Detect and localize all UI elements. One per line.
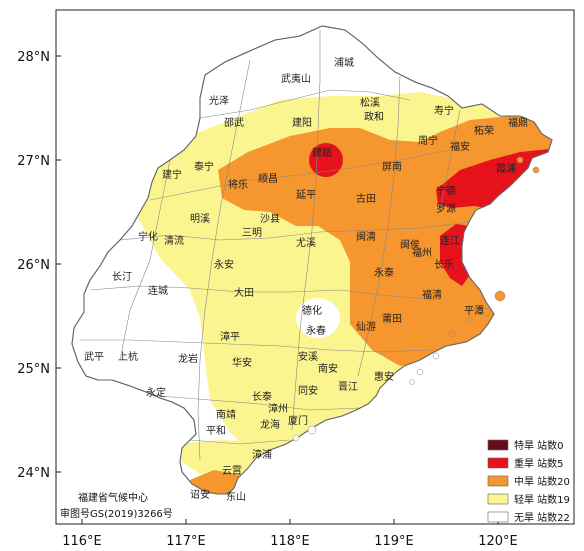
county-label: 闽侯 — [400, 238, 420, 251]
credit-agency: 福建省气候中心 — [78, 491, 148, 504]
county-label: 东山 — [226, 490, 246, 503]
legend: 特旱 站数0 重旱 站数5 中旱 站数20 轻旱 站数19 无旱 站数22 — [487, 439, 570, 524]
zone-moderate-drought-south — [190, 470, 246, 494]
county-label: 漳浦 — [252, 448, 272, 461]
county-label: 永定 — [146, 386, 166, 399]
county-label: 武夷山 — [281, 72, 311, 85]
lat-tick-27: 27°N — [17, 154, 50, 169]
county-label: 宁化 — [138, 230, 158, 243]
county-label: 龙岩 — [178, 352, 198, 365]
county-label: 延平 — [296, 189, 316, 201]
county-label: 光泽 — [209, 94, 229, 107]
county-label: 霞浦 — [496, 162, 516, 175]
county-label: 云霄 — [222, 465, 242, 477]
county-label: 华安 — [232, 356, 252, 369]
county-label: 诏安 — [190, 488, 210, 501]
lon-tick-116: 116°E — [62, 534, 102, 549]
county-label: 闽清 — [356, 230, 376, 243]
county-label: 长汀 — [112, 271, 132, 283]
county-label: 长乐 — [434, 259, 454, 271]
county-label: 大田 — [234, 286, 254, 299]
county-label: 尤溪 — [296, 236, 316, 249]
county-label: 福安 — [450, 140, 470, 153]
islands-white — [292, 352, 440, 442]
county-label: 同安 — [298, 384, 318, 397]
county-label: 南安 — [318, 362, 338, 375]
county-label: 宁德 — [436, 184, 456, 197]
county-label: 漳州 — [268, 402, 288, 415]
legend-swatch — [487, 493, 509, 505]
county-label: 邵武 — [224, 116, 244, 129]
legend-label: 重旱 站数5 — [514, 457, 564, 470]
county-label: 德化 — [302, 304, 322, 317]
lat-tick-25: 25°N — [17, 362, 50, 377]
county-label: 武平 — [84, 350, 104, 363]
legend-swatch — [487, 457, 509, 469]
county-label: 明溪 — [190, 213, 210, 225]
legend-label: 轻旱 站数19 — [514, 493, 570, 506]
county-label: 沙县 — [260, 213, 280, 225]
county-label: 永泰 — [374, 266, 394, 279]
county-label: 仙游 — [356, 320, 376, 333]
county-label: 柘荣 — [474, 124, 494, 137]
county-label: 三明 — [242, 227, 262, 239]
county-label: 连江 — [440, 234, 460, 247]
legend-label: 中旱 站数20 — [514, 475, 570, 488]
county-label: 建阳 — [292, 116, 312, 129]
county-label: 建瓯 — [312, 146, 332, 159]
legend-label: 特旱 站数0 — [514, 439, 564, 452]
legend-swatch — [487, 511, 509, 523]
county-label: 龙海 — [260, 418, 280, 431]
county-label: 屏南 — [382, 160, 402, 173]
islands — [448, 156, 540, 338]
county-label: 泰宁 — [194, 160, 214, 173]
county-label: 建宁 — [162, 168, 182, 181]
county-label: 惠安 — [374, 370, 394, 383]
county-label: 平潭 — [464, 305, 484, 317]
county-label: 安溪 — [298, 350, 318, 363]
county-label: 平和 — [206, 425, 226, 437]
county-label: 莆田 — [382, 312, 402, 325]
county-label: 连城 — [148, 284, 168, 297]
credit-approval: 审图号GS(2019)3266号 — [60, 507, 173, 520]
county-label: 厦门 — [288, 414, 308, 427]
legend-label: 无旱 站数22 — [514, 511, 570, 524]
county-label: 政和 — [364, 110, 384, 123]
lon-tick-120: 120°E — [478, 534, 518, 549]
lon-tick-119: 119°E — [374, 534, 414, 549]
county-label: 漳平 — [220, 330, 240, 343]
county-label: 将乐 — [228, 179, 248, 191]
county-label: 长泰 — [252, 390, 272, 403]
zone-none-dehua — [296, 298, 340, 338]
county-label: 福清 — [422, 288, 442, 301]
county-label: 浦城 — [334, 56, 354, 69]
zone-severe-jianou — [309, 143, 343, 177]
lon-tick-118: 118°E — [270, 534, 310, 549]
county-label: 永安 — [214, 258, 234, 271]
legend-swatch — [487, 475, 509, 487]
county-label: 南靖 — [216, 408, 236, 421]
lat-tick-28: 28°N — [17, 50, 50, 65]
county-label: 清流 — [164, 234, 184, 247]
county-label: 晋江 — [338, 381, 358, 393]
lon-tick-117: 117°E — [166, 534, 206, 549]
county-label: 古田 — [356, 192, 376, 205]
county-label: 周宁 — [418, 134, 438, 147]
county-label: 永春 — [306, 324, 326, 337]
lat-tick-26: 26°N — [17, 258, 50, 273]
county-label: 寿宁 — [434, 104, 454, 117]
axis-ticks — [56, 55, 499, 524]
county-label: 福鼎 — [508, 116, 528, 129]
county-label: 顺昌 — [258, 173, 278, 185]
county-label: 松溪 — [360, 96, 380, 109]
county-label: 福州 — [412, 246, 432, 259]
county-label: 罗源 — [436, 202, 456, 215]
lat-tick-24: 24°N — [17, 466, 50, 481]
legend-swatch — [487, 439, 509, 451]
county-label: 上杭 — [118, 350, 138, 363]
